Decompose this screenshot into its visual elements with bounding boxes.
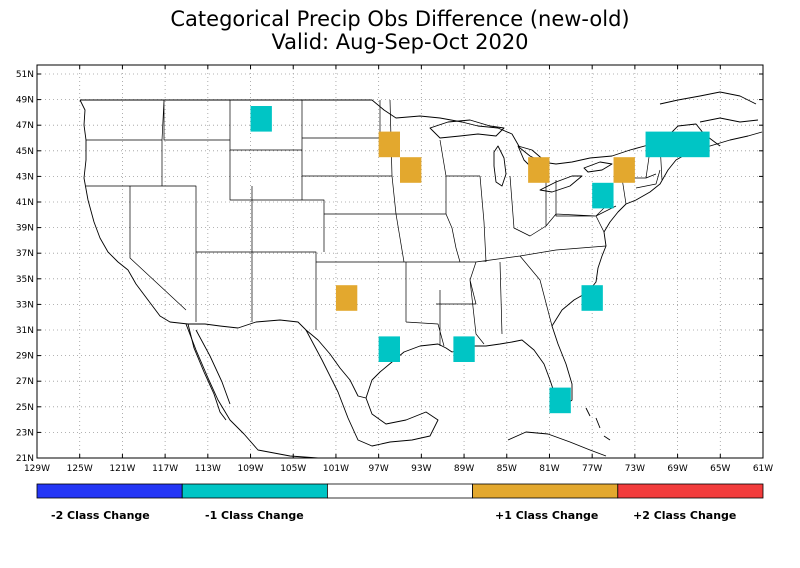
- minus-change-cell: [549, 387, 571, 414]
- chart-title: Categorical Precip Obs Difference (new-o…: [170, 7, 630, 31]
- mexico-outline: [185, 323, 439, 458]
- lon-tick-label: 97W: [368, 464, 388, 474]
- lat-tick-label: 43N: [16, 172, 34, 182]
- plus-change-cell: [528, 157, 550, 183]
- legend-swatch: [326, 483, 473, 499]
- plus-change-cell: [335, 285, 358, 311]
- minus-change-cell: [592, 182, 614, 209]
- lat-tick-label: 37N: [16, 249, 34, 259]
- minus-change-cell: [378, 336, 400, 362]
- coastline: [79, 99, 763, 407]
- lat-tick-label: 45N: [16, 147, 34, 157]
- lon-tick-label: 109W: [237, 464, 263, 474]
- lat-tick-label: 49N: [16, 96, 34, 106]
- lat-tick-label: 29N: [16, 352, 34, 362]
- legend-label-plus2: +2 Class Change: [633, 509, 737, 522]
- lat-lon-grid: [37, 65, 763, 458]
- lon-tick-label: 89W: [454, 464, 474, 474]
- lat-tick-label: 39N: [16, 224, 34, 234]
- lat-tick-label: 35N: [16, 275, 34, 285]
- map-frame: [36, 64, 764, 459]
- baja-california: [187, 323, 231, 421]
- lon-tick-label: 117W: [152, 464, 178, 474]
- axis-ticks: 51N 49N 47N 45N 43N 41N 39N 37N 35N 33N 31N 29N 27N 2…: [16, 65, 773, 474]
- lon-tick-label: 81W: [539, 464, 559, 474]
- canada-coast: [659, 91, 759, 123]
- plus-change-cell: [378, 131, 400, 158]
- lon-tick-label: 73W: [625, 464, 645, 474]
- legend-swatch: [36, 483, 183, 499]
- plus-change-cell: [400, 157, 422, 183]
- lat-tick-label: 47N: [16, 121, 34, 131]
- lat-tick-label: 31N: [16, 326, 34, 336]
- lon-tick-label: 105W: [280, 464, 306, 474]
- legend-label-minus2: -2 Class Change: [51, 509, 150, 522]
- difference-cells: [250, 106, 710, 414]
- plus-change-cell: [613, 157, 635, 183]
- legend-label-plus1: +1 Class Change: [495, 509, 599, 522]
- minus-change-cell: [250, 106, 272, 132]
- lat-tick-label: 21N: [16, 454, 34, 464]
- lake-superior: [429, 119, 505, 139]
- lon-tick-label: 113W: [195, 464, 221, 474]
- lon-tick-label: 125W: [67, 464, 93, 474]
- minus-change-cell: [645, 131, 710, 158]
- legend-swatch: [617, 483, 764, 499]
- lat-tick-label: 27N: [16, 377, 34, 387]
- lake-ontario: [583, 161, 613, 173]
- lat-tick-label: 51N: [16, 70, 34, 80]
- lon-tick-label: 65W: [710, 464, 730, 474]
- state-borders: [86, 99, 663, 347]
- legend-swatch: [472, 483, 619, 499]
- lon-tick-label: 61W: [753, 464, 773, 474]
- lat-tick-label: 23N: [16, 428, 34, 438]
- lon-tick-label: 69W: [667, 464, 687, 474]
- lat-tick-label: 41N: [16, 198, 34, 208]
- chart-subtitle: Valid: Aug-Sep-Oct 2020: [271, 30, 529, 54]
- legend-label-minus1: -1 Class Change: [205, 509, 304, 522]
- minus-change-cell: [453, 336, 475, 362]
- lon-tick-label: 85W: [497, 464, 517, 474]
- lon-tick-label: 101W: [323, 464, 349, 474]
- lon-tick-label: 129W: [24, 464, 50, 474]
- lon-tick-label: 93W: [411, 464, 431, 474]
- legend-colorbar: [36, 483, 764, 499]
- bahamas: [585, 407, 611, 441]
- lat-tick-label: 33N: [16, 300, 34, 310]
- lon-tick-label: 121W: [109, 464, 135, 474]
- lat-tick-label: 25N: [16, 403, 34, 413]
- minus-change-cell: [581, 285, 603, 311]
- lake-michigan: [493, 145, 507, 187]
- legend-swatch: [181, 483, 328, 499]
- cuba: [507, 431, 607, 457]
- lon-tick-label: 77W: [582, 464, 602, 474]
